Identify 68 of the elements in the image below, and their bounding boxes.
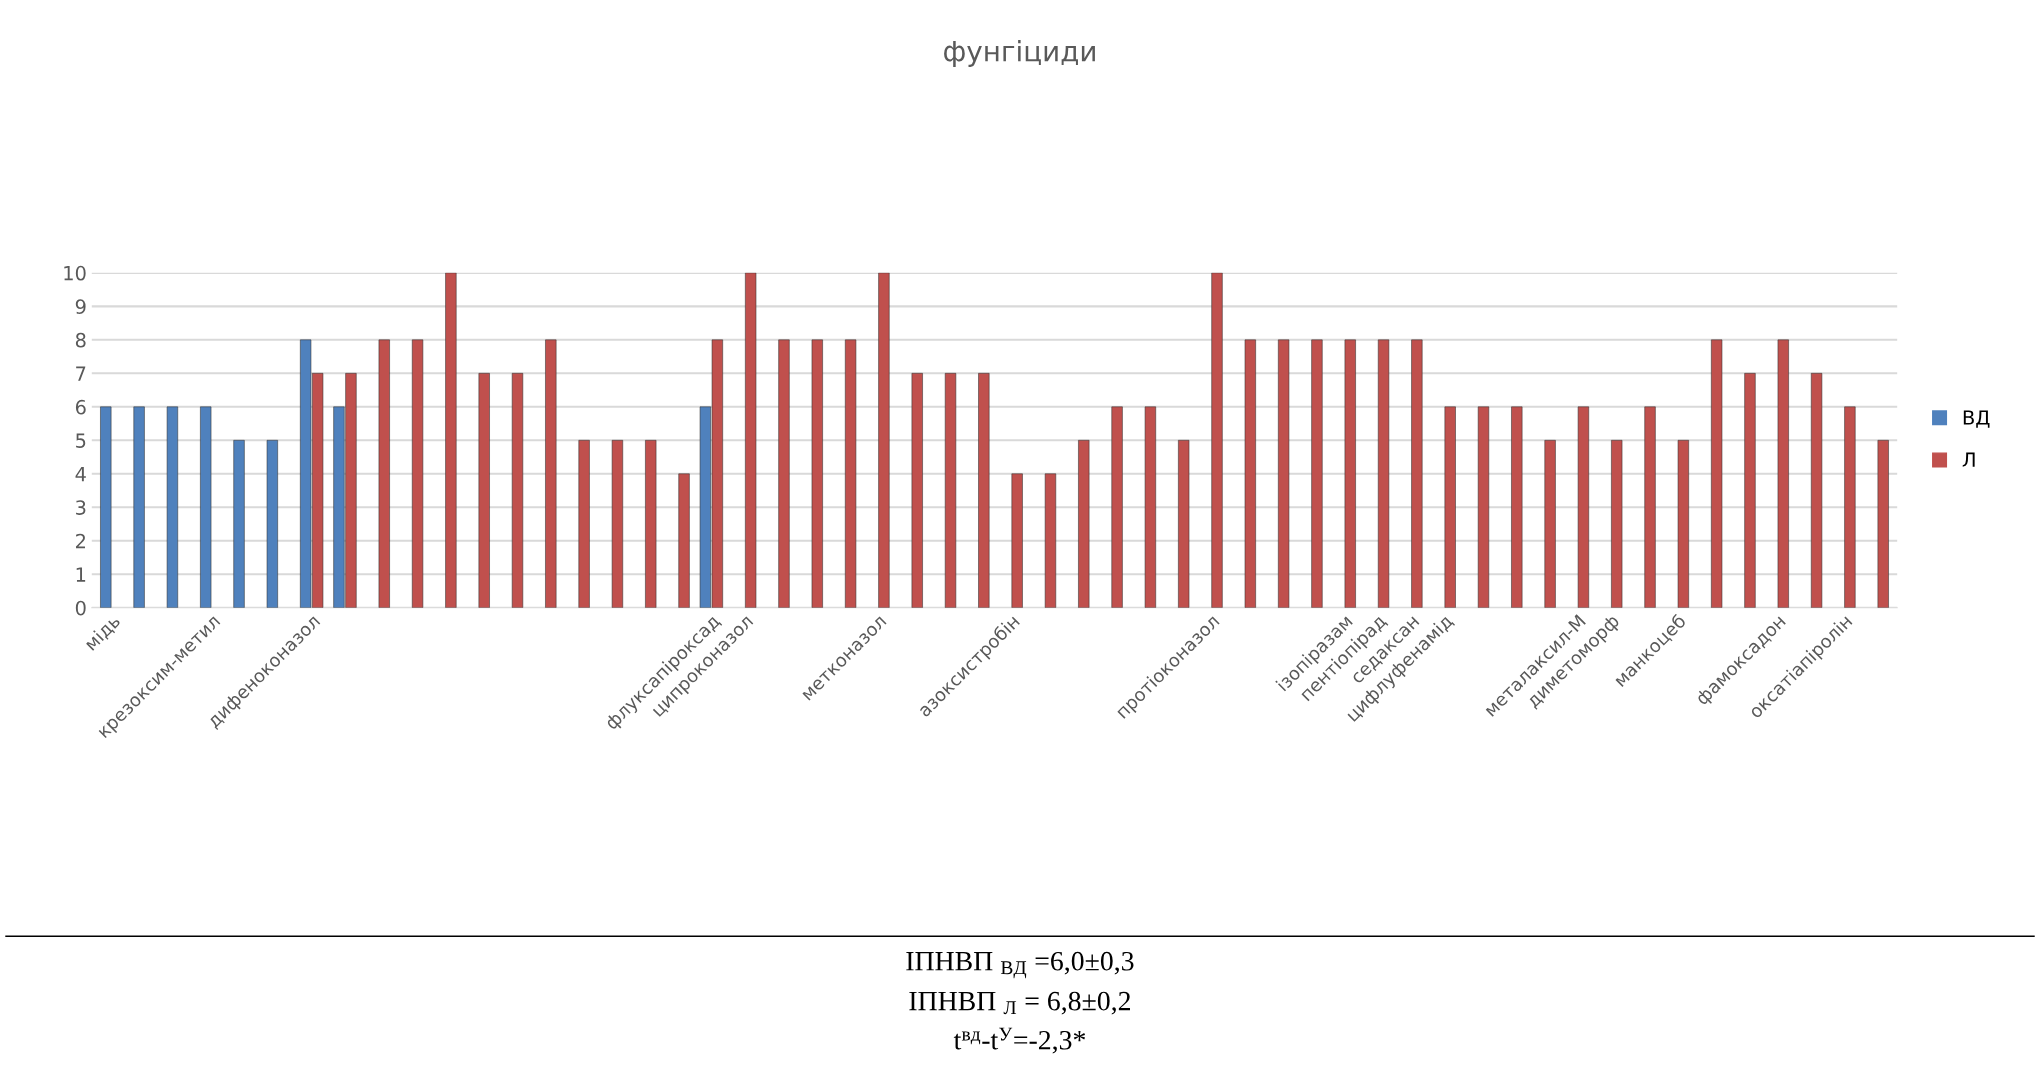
bar [233,440,245,608]
bar [611,440,624,608]
bar [1278,339,1290,608]
bar [545,339,557,608]
bar [378,339,390,608]
bar [844,339,857,608]
bar [445,272,457,608]
y-tick-label: 5 [76,433,86,448]
bar [811,339,823,608]
chart-title: фунгіциди [944,40,1095,67]
y-tick-label: 3 [76,500,86,515]
bar [1211,272,1223,608]
bar [1677,440,1689,608]
bar [511,373,524,608]
bar [1477,406,1490,608]
y-tick-label: 0 [75,600,86,616]
legend-label: Л [1962,452,1975,467]
bar [1244,339,1256,608]
bar [1178,440,1190,608]
y-tick-label: 10 [64,265,86,281]
bar [1311,339,1323,608]
bar [1544,440,1556,608]
bar [133,406,145,608]
bar [745,272,757,608]
y-tick-label: 8 [75,332,86,348]
bar [944,373,957,608]
bar [578,440,590,608]
bar [1777,339,1789,608]
text: ІПНВП $_{Л}$ = 6,8±0,2 [909,991,1130,1015]
bar [1377,339,1390,608]
y-tick-label: 6 [75,399,86,415]
bar [978,373,990,608]
bar [878,272,890,608]
y-tick-label: 2 [75,533,85,549]
bar [166,406,179,608]
bar [1411,339,1423,608]
bar [645,440,657,608]
bar [100,406,112,608]
bar [1877,440,1889,608]
text: t$^{вд}$-t$^{У}$=-2,3* [953,1027,1086,1054]
bar [1444,406,1456,608]
legend-label: ВД [1963,410,1990,428]
bar [1644,406,1656,608]
bar [1044,473,1057,608]
bar [1810,373,1823,608]
bar [1344,339,1356,608]
bar [1611,440,1623,608]
bar [1078,440,1090,608]
bar [478,373,490,608]
bar [678,473,690,608]
y-tick-label: 7 [76,366,86,381]
y-tick-label: 4 [75,467,86,482]
bar [778,339,790,608]
bar [200,406,212,608]
bar [411,339,424,608]
bar [1844,406,1856,608]
y-tick-label: 9 [75,299,86,314]
bar [266,440,278,608]
bar [1144,406,1156,608]
y-tick-label: 1 [76,567,86,582]
bar [1511,406,1523,608]
text: ІПНВП $_{ВД}$ =6,0±0,3 [906,951,1134,979]
bar [1111,406,1123,608]
bar [1011,473,1023,608]
bar [1744,373,1756,608]
bar [1711,339,1723,608]
bar [1577,406,1590,608]
bar [911,373,923,608]
